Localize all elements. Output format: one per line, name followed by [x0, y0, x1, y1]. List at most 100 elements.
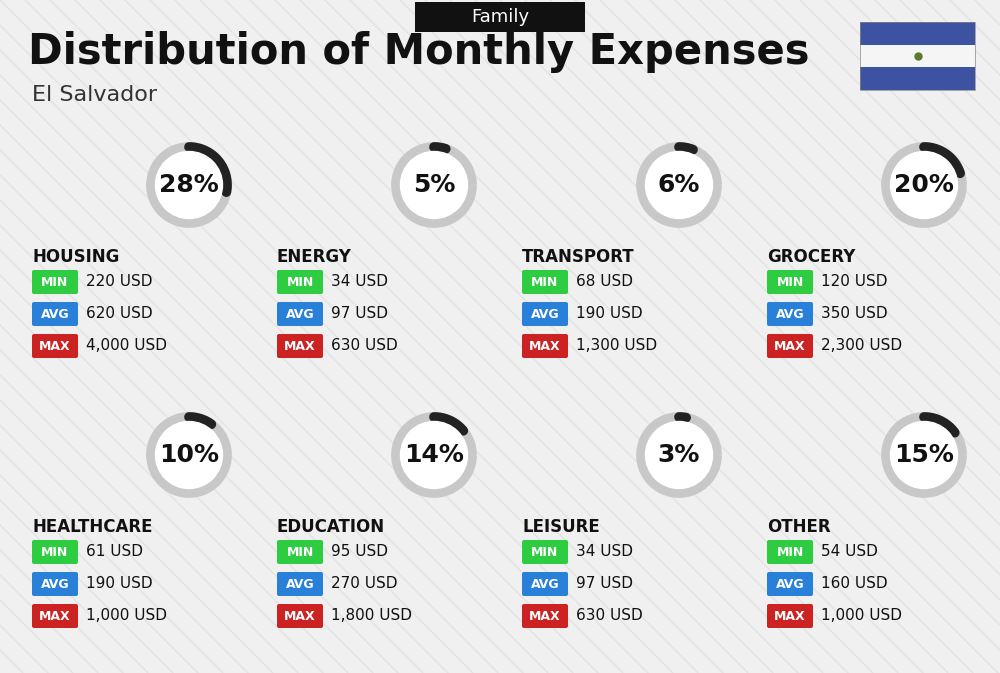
Text: 34 USD: 34 USD	[331, 275, 388, 289]
Text: AVG: AVG	[776, 577, 804, 590]
FancyBboxPatch shape	[277, 540, 323, 564]
FancyBboxPatch shape	[767, 604, 813, 628]
FancyBboxPatch shape	[32, 604, 78, 628]
Text: MAX: MAX	[39, 610, 71, 623]
Text: 34 USD: 34 USD	[576, 544, 633, 559]
Text: 54 USD: 54 USD	[821, 544, 878, 559]
Text: AVG: AVG	[776, 308, 804, 320]
Text: 6%: 6%	[658, 173, 700, 197]
Text: Family: Family	[471, 8, 529, 26]
Text: El Salvador: El Salvador	[32, 85, 157, 105]
Text: 3%: 3%	[658, 443, 700, 467]
FancyBboxPatch shape	[860, 67, 975, 90]
Text: MAX: MAX	[774, 339, 806, 353]
Text: MIN: MIN	[41, 546, 69, 559]
Text: 28%: 28%	[159, 173, 219, 197]
FancyBboxPatch shape	[767, 270, 813, 294]
Text: 220 USD: 220 USD	[86, 275, 152, 289]
FancyBboxPatch shape	[277, 302, 323, 326]
FancyBboxPatch shape	[522, 302, 568, 326]
Text: OTHER: OTHER	[767, 518, 831, 536]
Text: 630 USD: 630 USD	[576, 608, 643, 623]
FancyBboxPatch shape	[32, 270, 78, 294]
Text: MIN: MIN	[531, 546, 559, 559]
FancyBboxPatch shape	[277, 604, 323, 628]
Text: 95 USD: 95 USD	[331, 544, 388, 559]
Text: EDUCATION: EDUCATION	[277, 518, 385, 536]
Text: MIN: MIN	[531, 275, 559, 289]
FancyBboxPatch shape	[767, 334, 813, 358]
Text: ENERGY: ENERGY	[277, 248, 352, 266]
FancyBboxPatch shape	[767, 302, 813, 326]
Circle shape	[400, 151, 468, 219]
Text: 630 USD: 630 USD	[331, 339, 398, 353]
Text: 1,800 USD: 1,800 USD	[331, 608, 412, 623]
Text: 350 USD: 350 USD	[821, 306, 888, 322]
FancyBboxPatch shape	[522, 270, 568, 294]
Text: MAX: MAX	[284, 339, 316, 353]
Text: 160 USD: 160 USD	[821, 577, 888, 592]
Text: 1,000 USD: 1,000 USD	[821, 608, 902, 623]
FancyBboxPatch shape	[860, 44, 975, 67]
Text: 97 USD: 97 USD	[576, 577, 633, 592]
Text: AVG: AVG	[531, 577, 559, 590]
FancyBboxPatch shape	[32, 540, 78, 564]
Text: 2,300 USD: 2,300 USD	[821, 339, 902, 353]
Text: AVG: AVG	[41, 308, 69, 320]
Text: AVG: AVG	[286, 308, 314, 320]
Text: MAX: MAX	[774, 610, 806, 623]
Text: 190 USD: 190 USD	[576, 306, 643, 322]
Text: AVG: AVG	[286, 577, 314, 590]
Text: MIN: MIN	[776, 546, 804, 559]
Circle shape	[646, 151, 712, 219]
Text: LEISURE: LEISURE	[522, 518, 600, 536]
Text: 15%: 15%	[894, 443, 954, 467]
Text: 190 USD: 190 USD	[86, 577, 153, 592]
Text: Distribution of Monthly Expenses: Distribution of Monthly Expenses	[28, 31, 810, 73]
FancyBboxPatch shape	[32, 334, 78, 358]
Circle shape	[891, 421, 958, 489]
FancyBboxPatch shape	[277, 572, 323, 596]
FancyBboxPatch shape	[522, 540, 568, 564]
FancyBboxPatch shape	[415, 2, 585, 32]
Text: 61 USD: 61 USD	[86, 544, 143, 559]
Text: 620 USD: 620 USD	[86, 306, 153, 322]
Circle shape	[646, 421, 712, 489]
Circle shape	[156, 421, 222, 489]
Text: MAX: MAX	[284, 610, 316, 623]
Text: MAX: MAX	[39, 339, 71, 353]
FancyBboxPatch shape	[522, 604, 568, 628]
FancyBboxPatch shape	[522, 334, 568, 358]
FancyBboxPatch shape	[32, 302, 78, 326]
FancyBboxPatch shape	[277, 334, 323, 358]
Text: GROCERY: GROCERY	[767, 248, 855, 266]
Text: 5%: 5%	[413, 173, 455, 197]
Text: 270 USD: 270 USD	[331, 577, 398, 592]
Text: 20%: 20%	[894, 173, 954, 197]
Text: 97 USD: 97 USD	[331, 306, 388, 322]
Text: 1,000 USD: 1,000 USD	[86, 608, 167, 623]
FancyBboxPatch shape	[767, 540, 813, 564]
Text: 68 USD: 68 USD	[576, 275, 633, 289]
Text: AVG: AVG	[531, 308, 559, 320]
Text: 10%: 10%	[159, 443, 219, 467]
Text: MAX: MAX	[529, 610, 561, 623]
Text: 14%: 14%	[404, 443, 464, 467]
Text: MIN: MIN	[776, 275, 804, 289]
Circle shape	[891, 151, 958, 219]
Circle shape	[400, 421, 468, 489]
FancyBboxPatch shape	[277, 270, 323, 294]
FancyBboxPatch shape	[767, 572, 813, 596]
Text: 1,300 USD: 1,300 USD	[576, 339, 657, 353]
FancyBboxPatch shape	[522, 572, 568, 596]
Text: HEALTHCARE: HEALTHCARE	[32, 518, 152, 536]
Text: MAX: MAX	[529, 339, 561, 353]
Circle shape	[156, 151, 222, 219]
Text: MIN: MIN	[41, 275, 69, 289]
Text: 4,000 USD: 4,000 USD	[86, 339, 167, 353]
Text: 120 USD: 120 USD	[821, 275, 888, 289]
Text: MIN: MIN	[286, 275, 314, 289]
Text: AVG: AVG	[41, 577, 69, 590]
Text: MIN: MIN	[286, 546, 314, 559]
Text: HOUSING: HOUSING	[32, 248, 119, 266]
